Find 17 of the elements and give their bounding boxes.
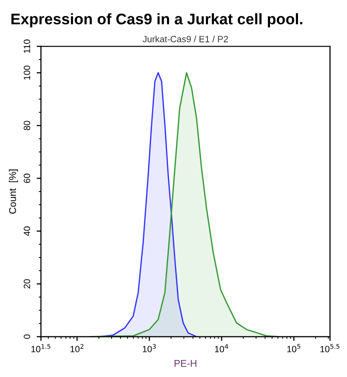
x-axis-title: PE-H: [174, 360, 196, 367]
chart-title: Expression of Cas9 in a Jurkat cell pool.: [11, 13, 302, 28]
x-tick-label: 10$^{5}$: [287, 344, 300, 352]
y-tick-label: 110: [24, 40, 30, 53]
x-tick-label: 10$^{2}$: [70, 344, 84, 352]
y-tick-label: 40: [24, 226, 30, 236]
y-axis-title: Count [%]: [8, 170, 18, 214]
y-tick-label: 20: [24, 279, 30, 288]
x-tick-label: 10$^{4}$: [215, 344, 228, 352]
y-tick-label: 60: [24, 174, 30, 183]
y-tick-label: 0: [24, 334, 30, 339]
x-tick-label: 10$^{1.5}$: [31, 344, 50, 352]
x-tick-label: 10$^{3}$: [142, 344, 156, 352]
x-tick-label: 10$^{5.5}$: [320, 344, 340, 352]
chart-subtitle: Jurkat-Cas9 / E1 / P2: [142, 36, 228, 42]
y-tick-label: 80: [24, 120, 30, 130]
y-tick-label: 100: [24, 66, 30, 80]
